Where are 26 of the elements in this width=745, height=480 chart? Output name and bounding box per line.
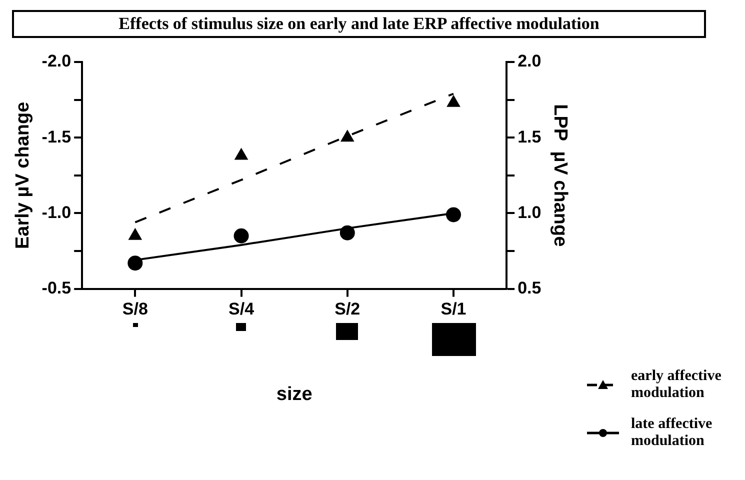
chart-title: Effects of stimulus size on early and late ERP affective modulation (12, 10, 706, 38)
point (446, 95, 460, 107)
point (234, 148, 248, 160)
point (446, 207, 462, 222)
x-axis-title: size (276, 384, 312, 405)
point (128, 256, 143, 271)
y2-tick-label: 0.5 (518, 278, 542, 298)
y-tick-label: -1.5 (42, 127, 72, 146)
legend-label: late affective modulation (631, 416, 714, 450)
y2-tick-label: 1.5 (518, 127, 542, 146)
y-axis-title: Early µV change (12, 102, 34, 249)
x-tick-label: S/1 (440, 300, 466, 319)
x-tick-label: S/2 (334, 300, 360, 319)
y2-tick-label: 2.0 (518, 52, 542, 71)
point (340, 130, 354, 142)
y-tick-label: -1.0 (42, 202, 72, 222)
y2-tick-label: 1.0 (518, 202, 542, 222)
y-tick-label: -2.0 (42, 52, 72, 71)
legend-label: early affective modulation (631, 368, 722, 402)
y2-axis-title: LPP µV change (549, 104, 570, 247)
point (340, 225, 355, 240)
y-tick-label: -0.5 (42, 278, 72, 298)
x-tick-label: S/8 (122, 300, 148, 319)
point (234, 228, 249, 244)
point (128, 228, 142, 240)
x-tick-label: S/4 (228, 300, 255, 319)
